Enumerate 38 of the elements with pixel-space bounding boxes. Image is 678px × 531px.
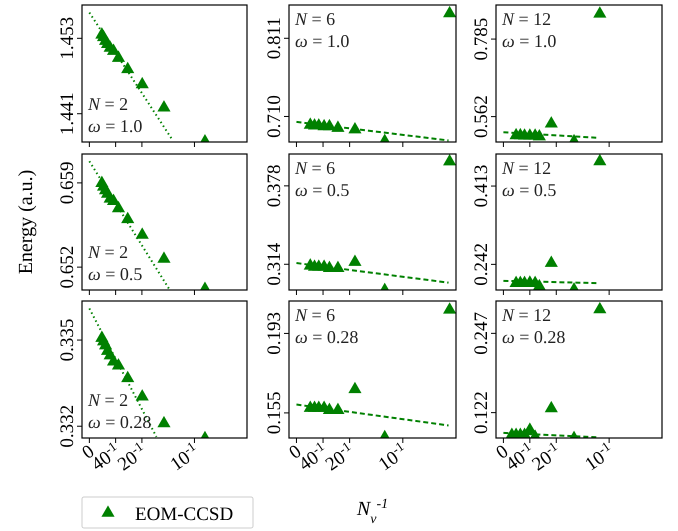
annotation: ω = 0.5 — [502, 180, 556, 200]
annotation: N = 6 — [294, 158, 336, 178]
y-tick-label: 0.122 — [471, 391, 492, 434]
annotation: N = 2 — [87, 242, 128, 262]
y-tick-label: 0.659 — [57, 162, 78, 204]
y-tick-label: 0.378 — [264, 164, 285, 208]
y-tick-label: 0.562 — [471, 95, 492, 138]
y-tick-label: 0.785 — [471, 18, 492, 60]
y-tick-label: 0.155 — [264, 392, 285, 434]
annotation: ω = 0.28 — [502, 327, 566, 347]
y-tick-label: 1.441 — [57, 92, 78, 136]
annotation: ω = 0.28 — [295, 327, 358, 347]
annotation: ω = 0.5 — [88, 264, 142, 284]
annotation: N = 12 — [501, 305, 552, 325]
annotation: N = 2 — [87, 390, 128, 410]
y-tick-label: 0.314 — [264, 242, 285, 286]
annotation: ω = 0.5 — [295, 180, 350, 200]
y-tick-label: 0.811 — [264, 17, 285, 60]
annotation: ω = 0.28 — [88, 412, 152, 432]
annotation: N = 6 — [294, 305, 336, 325]
y-tick-label: 0.332 — [57, 404, 78, 448]
annotation: ω = 1.0 — [295, 31, 350, 51]
annotation: ω = 1.0 — [88, 116, 142, 136]
y-tick-label: 0.710 — [264, 95, 285, 138]
annotation: N = 2 — [87, 94, 128, 114]
annotation: N = 12 — [501, 9, 552, 29]
y-tick-label: 0.652 — [57, 246, 78, 289]
y-axis-title: Energy (a.u.) — [15, 170, 37, 274]
y-tick-label: 0.413 — [471, 164, 492, 208]
y-tick-label: 1.453 — [57, 16, 78, 60]
y-tick-label: 0.247 — [471, 312, 492, 355]
legend-label: EOM-CCSD — [135, 504, 234, 525]
annotation: N = 6 — [294, 9, 336, 29]
y-tick-label: 0.242 — [471, 242, 492, 286]
y-tick-label: 0.335 — [57, 318, 78, 362]
y-tick-label: 0.193 — [264, 312, 285, 355]
annotation: N = 12 — [501, 158, 552, 178]
annotation: ω = 1.0 — [502, 31, 556, 51]
